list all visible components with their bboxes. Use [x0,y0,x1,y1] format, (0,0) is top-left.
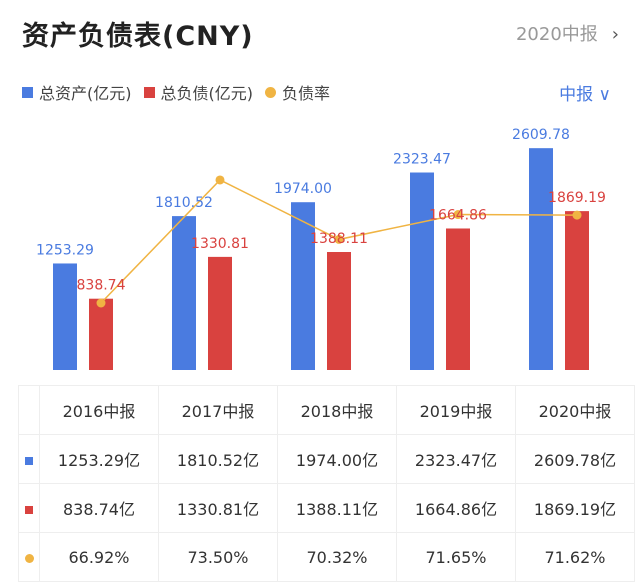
bar-assets [410,172,434,370]
legend-liabilities[interactable]: 总负债(亿元) [143,80,254,104]
bar-liabilities [89,298,113,370]
period-type-dropdown[interactable]: 中报 ∨ [559,80,611,105]
table-cell: 1388.11亿 [277,483,397,533]
point-ratio [572,210,582,220]
table-cell: 1253.29亿 [39,434,159,484]
label-liabilities: 838.74 [77,278,126,294]
period-label: 2020中报 [515,24,598,45]
legend-assets[interactable]: 总资产(亿元) [22,80,132,104]
liabilities-marker-icon [25,505,33,514]
legend-ratio[interactable]: 负债率 [265,80,330,104]
table-header: 2018中报 [277,385,397,435]
table-cell: 66.92% [39,532,159,582]
label-assets: 1974.00 [274,181,332,197]
table-row: 66.92% 73.50% 70.32% 71.65% 71.62% [18,532,635,582]
table-header: 2016中报 [39,385,159,435]
table-cell: 838.74亿 [39,483,159,533]
bar-assets [172,216,196,370]
table-cell: 1664.86亿 [396,483,516,533]
label-liabilities: 1330.81 [191,236,249,252]
label-assets: 1810.52 [155,195,213,211]
bar-liabilities [446,228,470,370]
bar-assets [291,202,315,370]
label-assets: 2609.78 [512,127,570,143]
chart: 1253.29 838.74 1810.52 1330.81 1974.00 1388.1… [36,127,606,370]
table-header: 2020中报 [515,385,635,435]
point-ratio [453,210,463,220]
bar-assets [53,263,77,370]
legend-label: 总资产(亿元) [39,84,132,103]
legend-label: 总负债(亿元) [160,84,254,103]
chevron-down-icon: ∨ [598,85,611,105]
period-link[interactable]: 2020中报 › [516,20,619,46]
table-cell: 1330.81亿 [158,483,278,533]
bar-assets [529,148,553,370]
table-header: 2017中报 [158,385,278,435]
table-cell: 2323.47亿 [396,434,516,484]
table-cell: 73.50% [158,532,278,582]
point-ratio [215,175,225,185]
chevron-right-icon: › [611,24,619,45]
label-assets: 1253.29 [36,242,94,258]
table-cell: 1810.52亿 [158,434,278,484]
label-liabilities: 1388.11 [310,231,368,247]
point-ratio [96,298,106,308]
table-header: 2019中报 [396,385,516,435]
label-liabilities: 1869.19 [548,190,606,206]
assets-marker-icon [25,456,33,465]
legend-swatch-assets [22,86,33,98]
point-ratio [334,234,344,244]
table-cell: 2609.78亿 [515,434,635,484]
data-table: 2016中报 2017中报 2018中报 2019中报 2020中报 1253.… [18,385,635,582]
legend-swatch-ratio [265,86,276,98]
bar-liabilities [327,252,351,370]
page-title: 资产负债表(CNY) [22,21,254,52]
bar-liabilities [208,256,232,370]
ratio-marker-icon [24,553,34,563]
bar-liabilities [565,211,589,370]
dropdown-label: 中报 [559,85,594,105]
label-assets: 2323.47 [393,152,451,168]
legend-label: 负债率 [282,84,331,103]
table-header-row: 2016中报 2017中报 2018中报 2019中报 2020中报 [18,385,635,435]
table-cell: 70.32% [277,532,397,582]
table-cell: 71.65% [396,532,516,582]
table-cell: 1974.00亿 [277,434,397,484]
table-cell: 71.62% [515,532,635,582]
table-row: 838.74亿 1330.81亿 1388.11亿 1664.86亿 1869.… [18,483,635,533]
legend-swatch-liabilities [143,86,155,98]
table-row: 1253.29亿 1810.52亿 1974.00亿 2323.47亿 2609… [18,434,635,484]
legend: 总资产(亿元) 总负债(亿元) 负债率 [22,80,336,104]
table-cell: 1869.19亿 [515,483,635,533]
label-liabilities: 1664.86 [429,207,487,223]
